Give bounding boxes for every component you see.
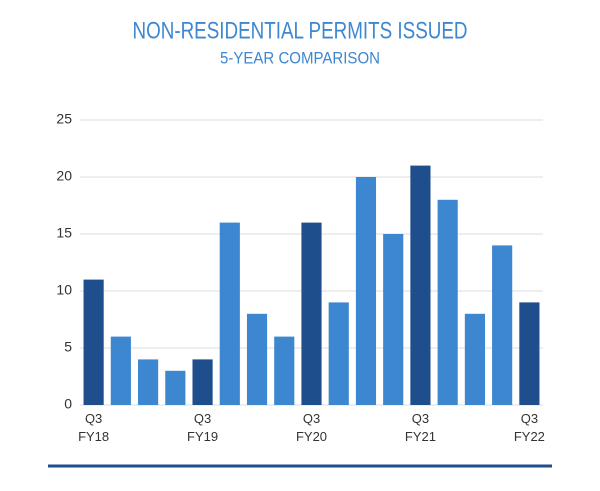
x-tick-label: Q3 FY21 bbox=[404, 411, 436, 444]
chart-subtitle: 5-YEAR COMPARISON bbox=[220, 48, 380, 67]
x-tick-label: Q3 FY18 bbox=[78, 411, 110, 444]
y-tick-label: 10 bbox=[56, 282, 72, 298]
y-tick-label: 0 bbox=[64, 396, 72, 412]
bar bbox=[138, 359, 159, 405]
bar bbox=[437, 199, 458, 405]
bar bbox=[219, 222, 240, 405]
bar bbox=[410, 165, 431, 405]
y-tick-label: 5 bbox=[64, 339, 72, 355]
x-tick-label: Q3 FY22 bbox=[513, 411, 545, 444]
x-tick-label: Q3 FY20 bbox=[295, 411, 328, 444]
bar bbox=[301, 222, 322, 405]
chart-title: NON-RESIDENTIAL PERMITS ISSUED bbox=[133, 17, 468, 44]
bar bbox=[274, 336, 295, 405]
bar bbox=[328, 302, 349, 405]
bar bbox=[192, 359, 213, 405]
bar bbox=[464, 313, 485, 405]
bar bbox=[492, 245, 513, 405]
bar bbox=[246, 313, 268, 405]
y-tick-label: 15 bbox=[56, 225, 72, 241]
bar bbox=[383, 234, 404, 405]
x-tick-label: Q3 FY19 bbox=[187, 411, 219, 444]
bar bbox=[519, 302, 540, 405]
bar bbox=[110, 336, 131, 405]
y-tick-label: 20 bbox=[56, 168, 72, 184]
y-tick-label: 25 bbox=[56, 111, 72, 127]
bar bbox=[83, 279, 104, 405]
bar bbox=[165, 370, 186, 405]
bar bbox=[355, 177, 377, 405]
